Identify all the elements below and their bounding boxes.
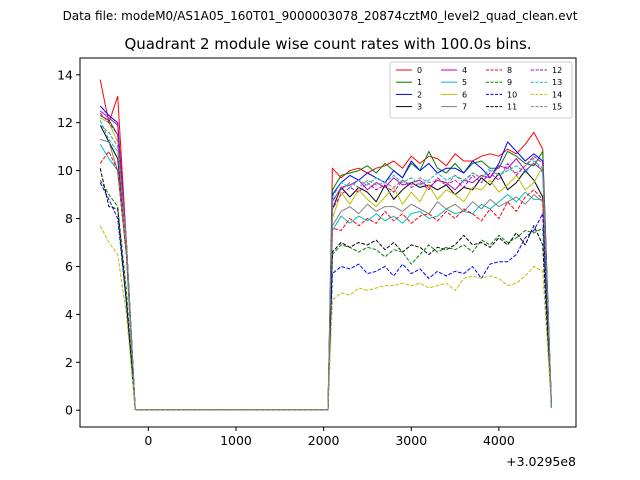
series-line-1 — [99, 115, 552, 411]
y-tick-label: 0 — [65, 403, 73, 418]
series-line-3 — [99, 124, 552, 411]
legend-label-5: 5 — [462, 78, 467, 87]
series-line-11 — [99, 168, 552, 411]
series-line-0 — [99, 79, 552, 411]
x-offset-label: +3.0295e8 — [506, 454, 576, 469]
x-tick-label: 0 — [144, 433, 152, 448]
x-tick-label: 3000 — [395, 433, 427, 448]
series-line-14 — [99, 225, 552, 411]
chart-title: Quadrant 2 module wise count rates with … — [124, 35, 531, 53]
y-tick-label: 6 — [65, 259, 73, 274]
series-line-5 — [99, 144, 552, 411]
legend-label-3: 3 — [417, 103, 422, 112]
legend-label-15: 15 — [552, 103, 562, 112]
legend-label-14: 14 — [552, 90, 562, 99]
legend-label-2: 2 — [417, 90, 422, 99]
series-line-2 — [99, 105, 552, 411]
series-line-8 — [99, 150, 552, 411]
plot-frame — [79, 57, 577, 428]
legend-label-11: 11 — [507, 103, 517, 112]
series-layer — [99, 79, 552, 411]
legend-label-7: 7 — [462, 103, 467, 112]
y-tick-label: 12 — [57, 115, 73, 130]
legend-label-4: 4 — [462, 66, 467, 75]
series-line-9 — [99, 179, 552, 411]
legend-label-6: 6 — [462, 90, 467, 99]
legend-label-0: 0 — [417, 66, 422, 75]
legend-label-8: 8 — [507, 66, 512, 75]
figure-suptitle: Data file: modeM0/AS1A05_160T01_90000030… — [63, 9, 578, 23]
series-line-6 — [99, 117, 552, 411]
legend-label-13: 13 — [552, 78, 562, 87]
x-tick-label: 2000 — [308, 433, 340, 448]
series-line-10 — [99, 182, 552, 411]
legend-label-9: 9 — [507, 78, 512, 87]
series-line-15 — [99, 124, 552, 411]
y-tick-label: 4 — [65, 307, 73, 322]
legend-label-12: 12 — [552, 66, 562, 75]
legend-label-1: 1 — [417, 78, 422, 87]
series-line-13 — [99, 120, 552, 411]
legend-label-10: 10 — [507, 90, 517, 99]
x-tick-label: 4000 — [483, 433, 515, 448]
legend-box — [389, 61, 573, 119]
y-tick-label: 8 — [65, 211, 73, 226]
y-tick-label: 10 — [57, 163, 73, 178]
x-tick-label: 1000 — [220, 433, 252, 448]
series-line-12 — [99, 112, 552, 411]
y-tick-label: 2 — [65, 355, 73, 370]
y-tick-label: 14 — [57, 67, 73, 82]
